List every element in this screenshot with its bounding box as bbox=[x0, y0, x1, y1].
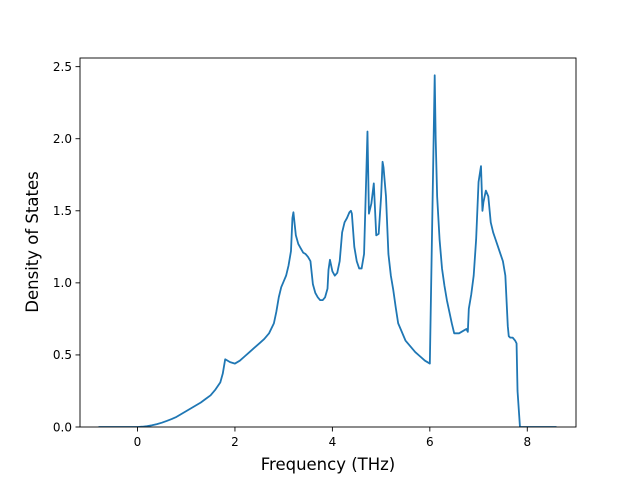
x-axis-ticks: 0 2 4 6 8 bbox=[134, 427, 531, 449]
dos-series-line bbox=[98, 74, 557, 427]
x-tick-label: 6 bbox=[426, 435, 434, 449]
y-axis-label: Density of States bbox=[23, 171, 42, 312]
x-tick-label: 0 bbox=[134, 435, 142, 449]
plot-frame bbox=[79, 57, 577, 428]
x-axis-label: Frequency (THz) bbox=[261, 455, 396, 474]
x-tick-label: 2 bbox=[231, 435, 239, 449]
plot-area bbox=[79, 57, 577, 428]
y-tick-label: 0.5 bbox=[53, 348, 72, 362]
y-tick-label: 1.5 bbox=[53, 204, 72, 218]
y-tick-label: 0.0 bbox=[53, 420, 72, 434]
x-tick-label: 4 bbox=[329, 435, 337, 449]
y-axis-ticks: 0.0 0.5 1.0 1.5 2.0 2.5 bbox=[53, 60, 80, 434]
y-tick-label: 1.0 bbox=[53, 276, 72, 290]
x-tick-label: 8 bbox=[523, 435, 531, 449]
y-tick-label: 2.5 bbox=[53, 60, 72, 74]
y-tick-label: 2.0 bbox=[53, 132, 72, 146]
